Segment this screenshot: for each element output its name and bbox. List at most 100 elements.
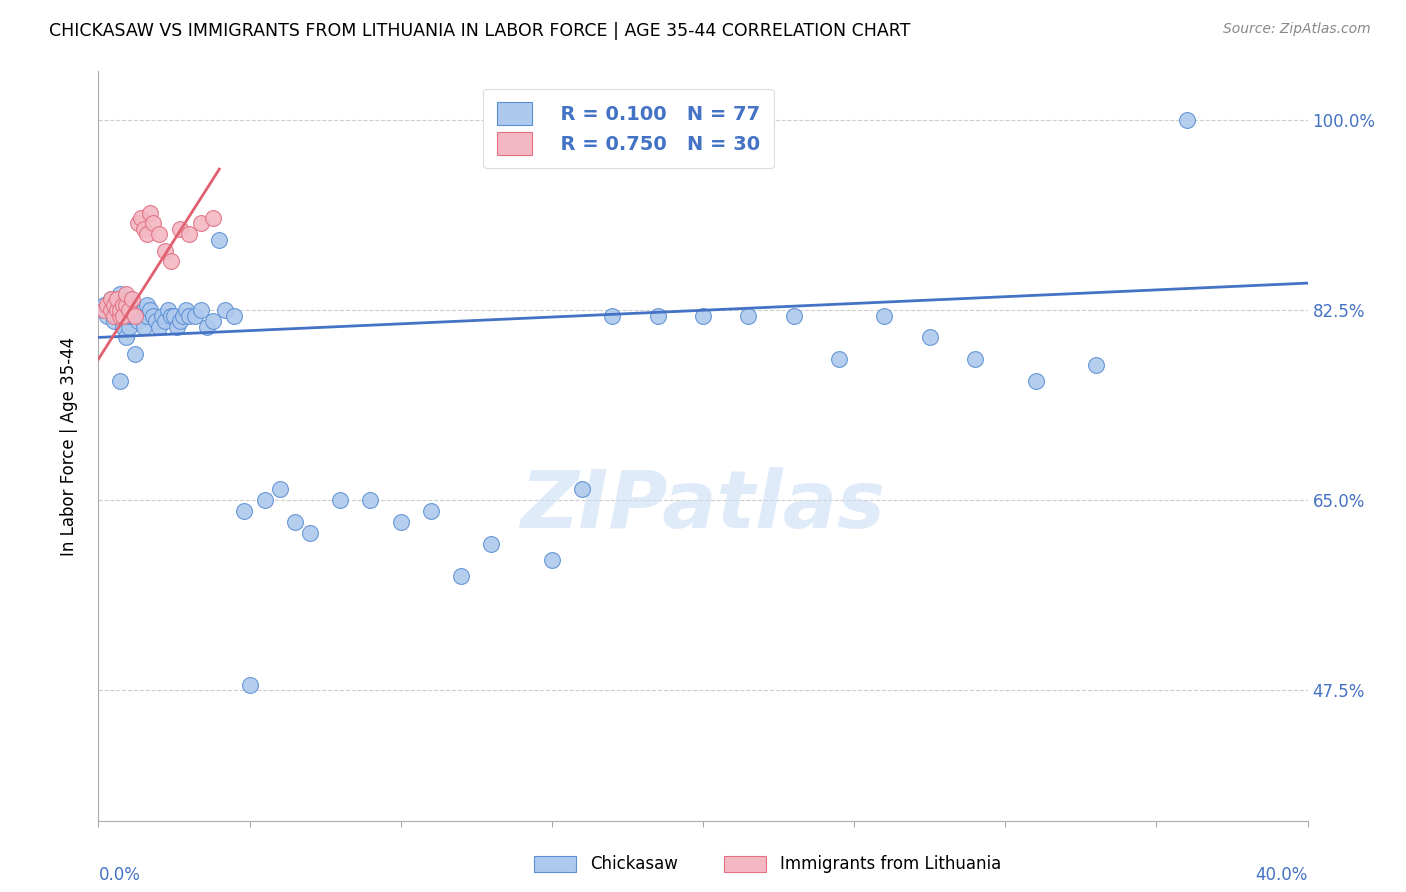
Legend:   R = 0.100   N = 77,   R = 0.750   N = 30: R = 0.100 N = 77, R = 0.750 N = 30 [484, 88, 773, 169]
Point [692, 309, 714, 323]
Point [111, 309, 134, 323]
Point [108, 374, 131, 388]
Point [153, 314, 176, 328]
Text: 0.0%: 0.0% [98, 865, 141, 884]
Point [540, 553, 562, 567]
Point [114, 330, 136, 344]
Point [329, 493, 352, 508]
Text: Source: ZipAtlas.com: Source: ZipAtlas.com [1223, 22, 1371, 37]
Point [139, 303, 162, 318]
Point [118, 319, 141, 334]
Point [160, 254, 183, 268]
Point [179, 227, 201, 242]
Y-axis label: In Labor Force | Age 35-44: In Labor Force | Age 35-44 [59, 336, 77, 556]
Point [184, 309, 207, 323]
Point [132, 303, 155, 318]
Point [100, 303, 122, 318]
Point [105, 309, 128, 323]
Point [166, 319, 188, 334]
Point [873, 309, 896, 323]
Point [148, 319, 170, 334]
Point [108, 309, 131, 323]
Point [111, 298, 134, 312]
Point [481, 537, 503, 551]
Text: 40.0%: 40.0% [1256, 865, 1308, 884]
Point [114, 287, 136, 301]
Point [139, 205, 162, 219]
Point [100, 293, 122, 307]
Point [1085, 358, 1108, 372]
Point [571, 483, 593, 497]
Point [108, 303, 131, 318]
Point [135, 227, 157, 242]
Point [118, 303, 141, 318]
Point [214, 303, 236, 318]
Point [145, 314, 167, 328]
Point [195, 319, 218, 334]
Point [420, 504, 443, 518]
Point [103, 309, 125, 323]
Point [111, 298, 134, 312]
Point [108, 287, 131, 301]
Point [918, 330, 941, 344]
Point [737, 309, 759, 323]
Point [299, 525, 322, 540]
Point [100, 293, 122, 307]
Point [253, 493, 276, 508]
Point [96, 309, 118, 323]
Point [450, 569, 472, 583]
Point [96, 298, 118, 312]
Point [111, 319, 134, 334]
Point [1175, 113, 1198, 128]
Point [179, 309, 201, 323]
Point [1024, 374, 1046, 388]
Point [93, 303, 115, 318]
Point [105, 303, 128, 318]
Point [118, 293, 141, 307]
Point [118, 309, 141, 323]
Point [169, 222, 191, 236]
Point [105, 298, 128, 312]
Point [163, 309, 186, 323]
Point [132, 319, 155, 334]
Point [174, 303, 197, 318]
Text: CHICKASAW VS IMMIGRANTS FROM LITHUANIA IN LABOR FORCE | AGE 35-44 CORRELATION CH: CHICKASAW VS IMMIGRANTS FROM LITHUANIA I… [49, 22, 911, 40]
Point [202, 211, 225, 225]
Point [783, 309, 806, 323]
Point [124, 347, 146, 361]
Point [148, 227, 170, 242]
Point [150, 309, 173, 323]
Point [239, 678, 262, 692]
Point [129, 211, 152, 225]
Point [121, 303, 143, 318]
Text: ZIPatlas: ZIPatlas [520, 467, 886, 545]
Point [602, 309, 624, 323]
Point [103, 303, 125, 318]
Point [156, 303, 179, 318]
Point [111, 309, 134, 323]
Point [103, 314, 125, 328]
Point [121, 293, 143, 307]
Point [142, 216, 165, 230]
Point [135, 298, 157, 312]
Point [224, 309, 246, 323]
Point [124, 309, 146, 323]
Point [284, 515, 307, 529]
Point [114, 298, 136, 312]
Point [93, 298, 115, 312]
Point [153, 244, 176, 258]
Point [103, 298, 125, 312]
Point [172, 309, 194, 323]
Point [389, 515, 412, 529]
Point [269, 483, 291, 497]
Point [100, 303, 122, 318]
Point [135, 309, 157, 323]
Point [105, 293, 128, 307]
Point [202, 314, 225, 328]
Point [127, 314, 149, 328]
Point [114, 303, 136, 318]
Point [208, 233, 231, 247]
Text: Chickasaw: Chickasaw [591, 855, 679, 873]
Point [828, 352, 851, 367]
Point [127, 216, 149, 230]
